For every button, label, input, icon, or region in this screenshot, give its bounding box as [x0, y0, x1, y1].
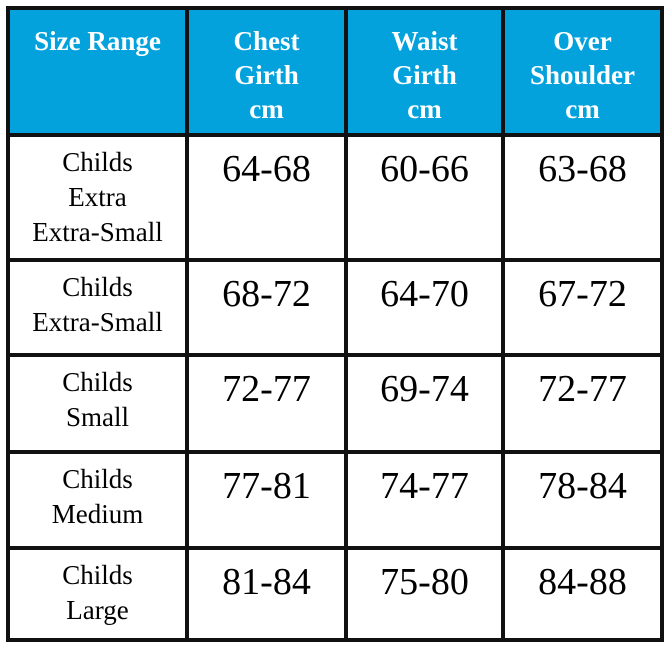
measurement: 67-72 — [501, 258, 664, 357]
measurement: 60-66 — [344, 133, 505, 262]
cell-line: Extra-Small — [32, 307, 163, 337]
cell-line: Extra-Small — [32, 217, 163, 247]
cell-line: Waist — [391, 26, 458, 56]
size-name: Childs Extra-Small — [6, 258, 189, 357]
measurement: 74-77 — [344, 450, 505, 550]
size-table: Size Range Chest Girth cm Waist Girth cm Over Sh… — [6, 6, 664, 642]
cell-line: cm — [565, 94, 600, 124]
measurement: 72-77 — [501, 353, 664, 454]
cell-line: Girth — [392, 60, 457, 90]
cell-line: Medium — [51, 499, 144, 529]
measurement: 64-70 — [344, 258, 505, 357]
header-cell: Chest Girth cm — [185, 6, 348, 137]
table-row: Childs Small 72-77 69-74 72-77 — [6, 353, 664, 454]
measurement: 69-74 — [344, 353, 505, 454]
measurement: 68-72 — [185, 258, 348, 357]
cell-line: Childs — [62, 367, 133, 397]
cell-line: Over — [553, 26, 612, 56]
measurement: 72-77 — [185, 353, 348, 454]
size-name: Childs Extra Extra-Small — [6, 133, 189, 262]
cell-line: Girth — [234, 60, 299, 90]
cell-line: cm — [249, 94, 284, 124]
table-row: Childs Extra Extra-Small 64-68 60-66 63-68 — [6, 133, 664, 262]
measurement: 64-68 — [185, 133, 348, 262]
measurement: 81-84 — [185, 546, 348, 642]
cell-line: Small — [65, 402, 129, 432]
header-cell: Size Range — [6, 6, 189, 137]
measurement: 77-81 — [185, 450, 348, 550]
size-name: Childs Medium — [6, 450, 189, 550]
header-row: Size Range Chest Girth cm Waist Girth cm Over Sh… — [6, 6, 664, 137]
cell-line: Chest — [233, 26, 300, 56]
table-row: Childs Large 81-84 75-80 84-88 — [6, 546, 664, 642]
header-cell: Over Shoulder cm — [501, 6, 664, 137]
cell-line: Shoulder — [529, 60, 636, 90]
table-row: Childs Medium 77-81 74-77 78-84 — [6, 450, 664, 550]
header-cell: Waist Girth cm — [344, 6, 505, 137]
cell-line: Size Range — [34, 26, 161, 56]
cell-line: Childs — [62, 272, 133, 302]
measurement: 63-68 — [501, 133, 664, 262]
cell-line: Childs — [62, 560, 133, 590]
cell-line: Extra — [68, 182, 127, 212]
cell-line: Childs — [62, 464, 133, 494]
measurement: 78-84 — [501, 450, 664, 550]
measurement: 84-88 — [501, 546, 664, 642]
cell-line: Large — [66, 595, 129, 625]
measurement: 75-80 — [344, 546, 505, 642]
table-row: Childs Extra-Small 68-72 64-70 67-72 — [6, 258, 664, 357]
cell-line: Childs — [62, 147, 133, 177]
size-name: Childs Small — [6, 353, 189, 454]
size-name: Childs Large — [6, 546, 189, 642]
cell-line: cm — [407, 94, 442, 124]
